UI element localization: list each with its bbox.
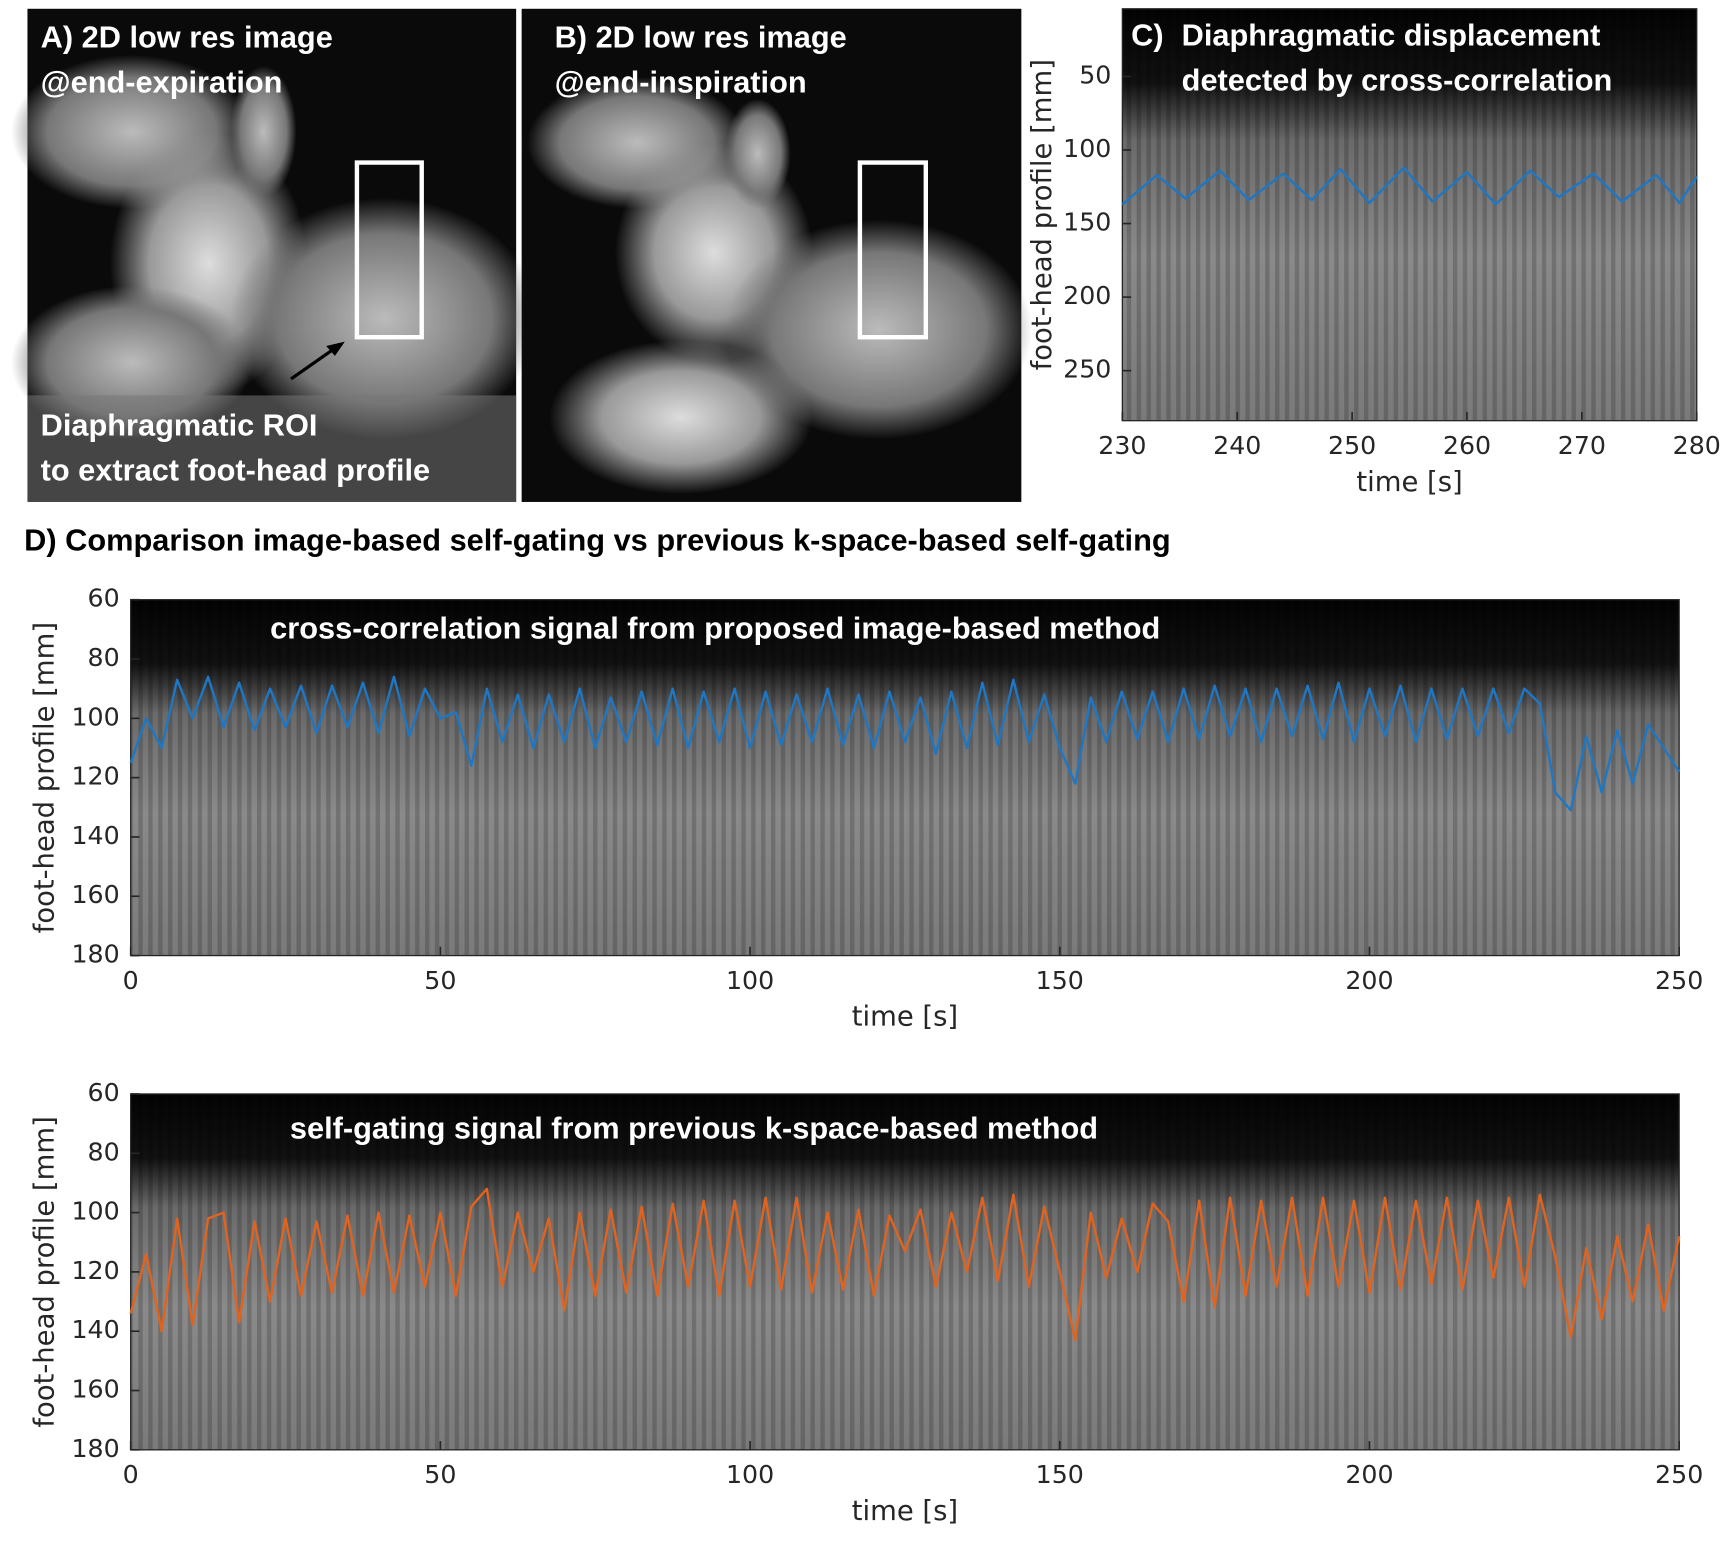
image-a: A) 2D low res image @end-expiration Diap… [10,8,539,502]
annotation: Diaphragmatic displacement [1182,17,1601,52]
data-line [1121,166,1698,206]
plot-texture [130,599,1680,956]
y-tick-label: 80 [88,643,120,672]
y-tick-label: 120 [72,1256,120,1285]
x-tick-label: 240 [1213,431,1261,460]
y-tick-label: 160 [72,880,120,909]
x-tick-label: 260 [1443,431,1491,460]
x-tick-label: 200 [1345,966,1393,995]
y-tick-label: 160 [72,1375,120,1404]
x-axis-label: time [s] [852,1002,958,1033]
x-tick-label: 150 [1036,966,1084,995]
x-tick-label: 50 [424,1460,456,1489]
y-axis-label: foot-head profile [mm] [1027,59,1058,370]
y-tick-label: 60 [88,584,120,613]
panel-label: @end-expiration [41,65,283,100]
plot-frame [130,1093,1680,1451]
x-tick-label: 250 [1655,1460,1703,1489]
annotation: self-gating signal from previous k-space… [290,1110,1098,1145]
y-tick-label: 180 [72,940,120,969]
roi-text: Diaphragmatic ROI [41,407,318,442]
x-axis-label: time [s] [852,1496,958,1527]
x-tick-label: 230 [1098,431,1146,460]
plot-frame [130,599,1680,957]
panel-label: @end-inspiration [555,65,807,100]
x-tick-label: 100 [726,966,774,995]
panel-label: B) 2D low res image [555,20,847,55]
roi-text: to extract foot-head profile [41,452,431,487]
plot-texture [130,1093,1680,1450]
y-tick-label: 100 [72,702,120,731]
x-tick-label: 100 [726,1460,774,1489]
panel-label: C) [1131,17,1163,52]
y-tick-label: 180 [72,1434,120,1463]
section-title: D) Comparison image-based self-gating vs… [24,523,1171,558]
y-tick-label: 140 [72,821,120,850]
y-tick-label: 250 [1063,355,1111,384]
plot-texture [1122,8,1697,421]
x-tick-label: 250 [1328,431,1376,460]
x-tick-label: 280 [1673,431,1721,460]
x-tick-label: 200 [1345,1460,1393,1489]
y-tick-label: 200 [1063,281,1111,310]
y-tick-label: 100 [1063,134,1111,163]
image-b: B) 2D low res image @end-inspiration [521,8,1033,502]
y-tick-label: 100 [72,1197,120,1226]
x-tick-label: 150 [1036,1460,1084,1489]
y-tick-label: 50 [1079,60,1111,89]
annotation: detected by cross-correlation [1182,63,1613,98]
x-tick-label: 0 [123,966,139,995]
x-tick-label: 0 [123,1460,139,1489]
x-tick-label: 270 [1558,431,1606,460]
y-axis-label: foot-head profile [mm] [30,622,61,933]
x-tick-label: 250 [1655,966,1703,995]
y-tick-label: 150 [1063,208,1111,237]
data-line [129,1187,1681,1342]
y-axis-label: foot-head profile [mm] [30,1116,61,1427]
y-tick-label: 120 [72,762,120,791]
annotation: cross-correlation signal from proposed i… [270,611,1160,646]
x-tick-label: 50 [424,966,456,995]
plot-frame [1121,8,1698,422]
y-tick-label: 140 [72,1315,120,1344]
data-line [129,675,1681,812]
x-axis-label: time [s] [1356,467,1462,498]
y-tick-label: 60 [88,1078,120,1107]
y-tick-label: 80 [88,1137,120,1166]
panel-label: A) 2D low res image [41,20,333,55]
